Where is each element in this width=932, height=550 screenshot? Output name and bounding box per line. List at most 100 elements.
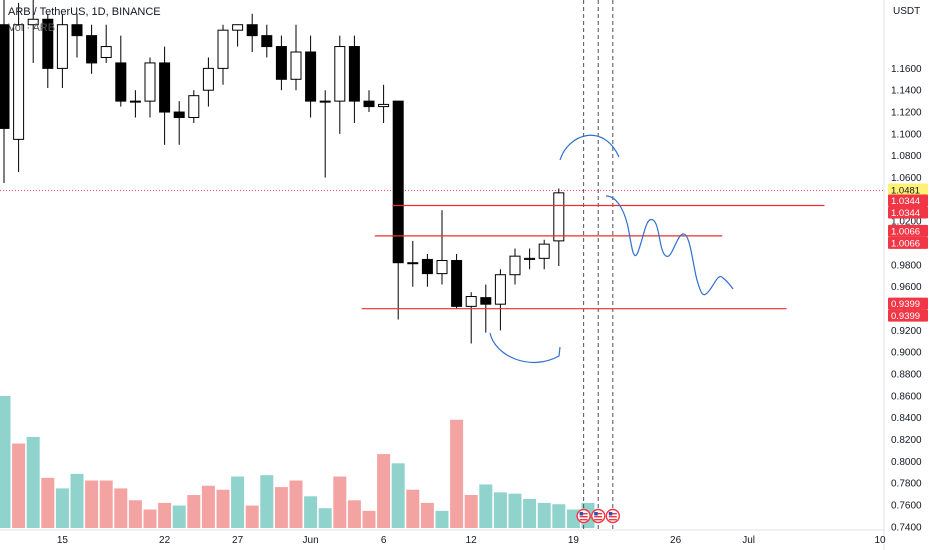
volume-bar <box>158 502 172 528</box>
us-flag-event-icon <box>605 508 621 524</box>
volume-bar <box>143 509 157 528</box>
volume-bar <box>55 488 69 528</box>
level-tag-upper: 1.0066 <box>891 226 920 237</box>
current-price-value: 1.0481 <box>891 186 920 197</box>
candle-body <box>246 24 258 37</box>
level-tag-lower-bg <box>888 236 928 249</box>
candle-body <box>363 100 375 108</box>
candle-body <box>524 257 536 260</box>
volume-bar <box>114 488 128 528</box>
candle-body <box>144 62 156 102</box>
volume-bar <box>99 480 113 528</box>
y-tick-label: 1.1200 <box>891 108 922 119</box>
drawn-projection-path <box>605 195 734 296</box>
y-tick-label: 0.8400 <box>891 413 922 424</box>
level-tag-lower: 1.0066 <box>891 238 920 249</box>
candle-body <box>42 18 54 69</box>
volume-bar <box>508 493 522 528</box>
candle-body <box>261 35 273 48</box>
y-tick-label: 0.7400 <box>891 522 922 533</box>
volume-bar <box>304 496 318 528</box>
candle-body <box>115 62 127 102</box>
candle-body <box>509 255 521 276</box>
volume-bar <box>128 500 142 528</box>
x-tick-label: 6 <box>381 535 387 546</box>
candle-body <box>421 258 433 275</box>
y-tick-label: 0.9800 <box>891 260 922 271</box>
volume-bar <box>479 484 493 528</box>
volume-bar <box>450 419 464 528</box>
x-tick-label: Jul <box>742 535 755 546</box>
candle-body <box>451 260 463 307</box>
candle-body <box>13 24 25 140</box>
candle-body <box>480 297 492 305</box>
drawn-arc-bottom <box>489 332 561 364</box>
volume-bar <box>26 436 40 528</box>
volume-bar <box>245 505 259 528</box>
x-tick-label: 27 <box>232 535 244 546</box>
candle-body <box>100 46 112 58</box>
volume-bar <box>0 396 11 528</box>
y-tick-label: 0.9200 <box>891 326 922 337</box>
candle-body <box>129 100 141 103</box>
volume-bar <box>318 508 332 528</box>
level-tag-upper-bg <box>888 297 928 310</box>
candle-body <box>159 62 171 113</box>
volume-bar <box>435 510 449 528</box>
volume-bar <box>377 454 391 528</box>
candle-body <box>232 24 244 31</box>
level-tag-lower: 1.0344 <box>891 208 920 219</box>
y-tick-label: 0.8800 <box>891 370 922 381</box>
candle-body <box>202 67 214 91</box>
candle-body <box>334 46 346 102</box>
y-tick-label: 0.8200 <box>891 435 922 446</box>
volume-bar <box>391 463 405 528</box>
currency-label: USDT <box>893 6 920 17</box>
candle-body <box>290 51 302 80</box>
level-tag-lower-bg <box>888 206 928 219</box>
level-tag-lower: 0.9399 <box>891 311 920 322</box>
symbol-title: ARB / TetherUS, 1D, BINANCE <box>8 6 161 18</box>
volume-bar <box>70 473 84 528</box>
level-tag-upper-bg <box>888 224 928 237</box>
candle-body <box>217 29 229 69</box>
us-flag-event-icon <box>576 508 591 524</box>
y-tick-label: 0.9000 <box>891 348 922 359</box>
volume-bar <box>187 495 201 528</box>
candle-body <box>378 103 390 108</box>
candle-body <box>319 100 331 103</box>
y-tick-label: 1.1000 <box>891 129 922 140</box>
candle-body <box>0 24 10 129</box>
x-tick-label: 19 <box>568 535 580 546</box>
y-tick-label: 1.1400 <box>891 86 922 97</box>
volume-bar <box>231 476 245 528</box>
candle-body <box>392 100 404 264</box>
volume-bar <box>333 476 347 528</box>
volume-bar <box>260 475 274 528</box>
candle-body <box>27 18 39 26</box>
volume-bar <box>172 505 186 528</box>
volume-bar <box>552 504 566 528</box>
level-tag-upper: 1.0344 <box>891 196 920 207</box>
us-flag-event-icon <box>591 508 606 524</box>
y-tick-label: 1.0800 <box>891 151 922 162</box>
candle-body <box>173 111 185 119</box>
level-tag-upper: 0.9399 <box>891 299 920 310</box>
volume-bar <box>406 489 420 528</box>
y-tick-label: 0.8000 <box>891 457 922 468</box>
volume-bar <box>362 510 376 528</box>
candle-body <box>56 24 68 69</box>
candle-body <box>538 243 550 259</box>
chart-legend: ARB / TetherUS, 1D, BINANCE Vol · ARB <box>8 4 161 36</box>
volume-bar <box>537 502 551 528</box>
y-tick-label: 1.0200 <box>891 217 922 228</box>
candle-body <box>275 46 287 80</box>
volume-bar <box>201 485 215 528</box>
candle-body <box>553 192 565 242</box>
volume-legend: Vol · ARB <box>8 22 56 34</box>
volume-bar <box>464 495 478 528</box>
candle-body <box>71 24 83 37</box>
level-tag-lower-bg <box>888 309 928 322</box>
level-tag-upper-bg <box>888 194 928 207</box>
